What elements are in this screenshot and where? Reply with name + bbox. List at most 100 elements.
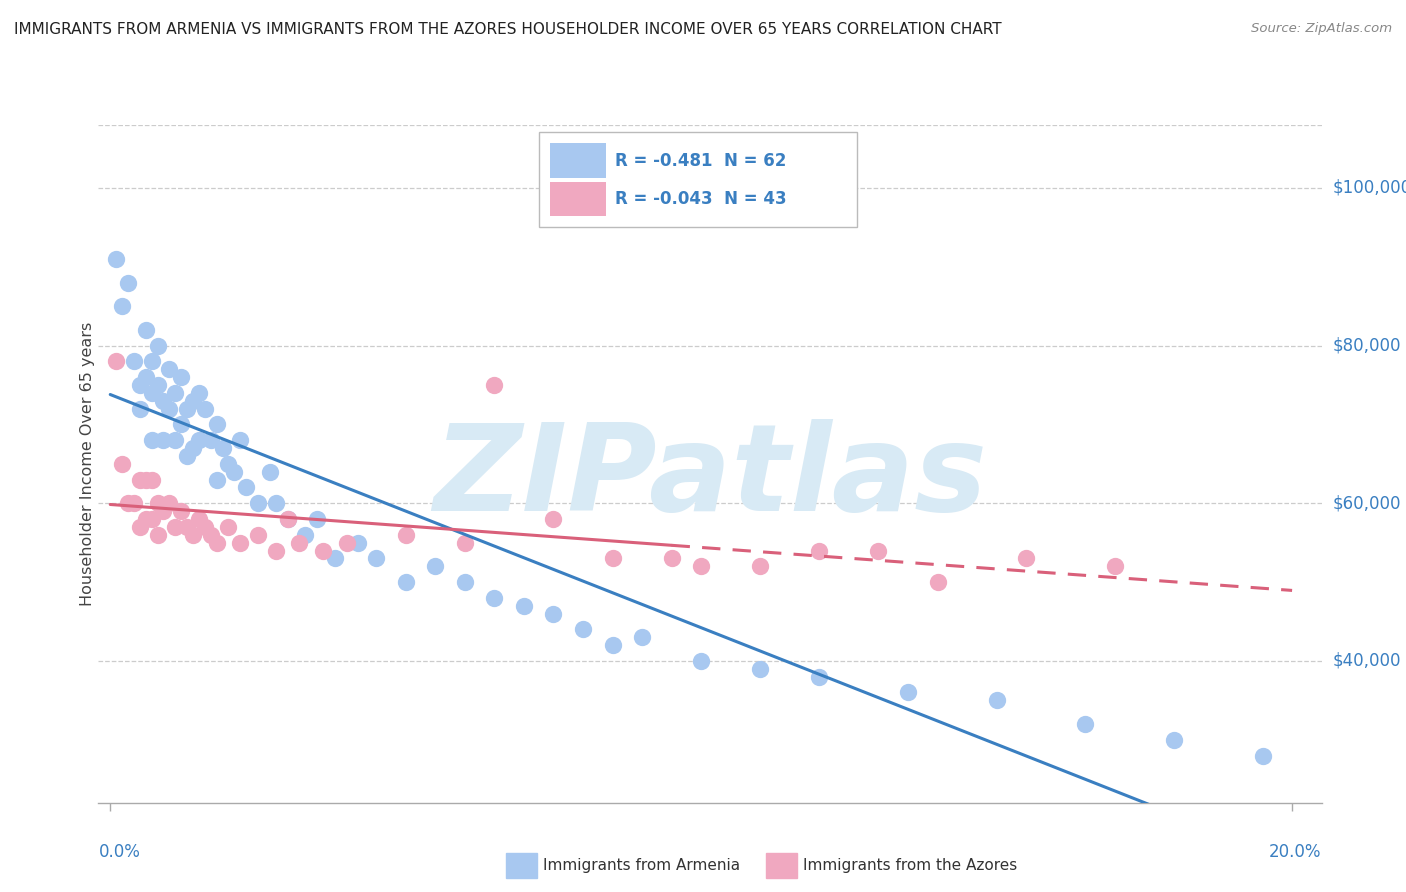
Point bbox=[146, 338, 169, 352]
Point bbox=[170, 417, 193, 432]
Point bbox=[165, 433, 187, 447]
Point bbox=[307, 512, 329, 526]
Point bbox=[264, 543, 287, 558]
Point bbox=[117, 276, 139, 290]
Point bbox=[543, 607, 565, 621]
Point bbox=[105, 252, 128, 266]
Point bbox=[661, 551, 683, 566]
Point bbox=[259, 465, 281, 479]
Point bbox=[1015, 551, 1038, 566]
Point bbox=[111, 299, 134, 313]
Point bbox=[181, 393, 204, 408]
Point bbox=[146, 378, 169, 392]
Point bbox=[631, 630, 654, 644]
Point bbox=[135, 323, 157, 337]
Point bbox=[690, 559, 713, 574]
Point bbox=[425, 559, 447, 574]
Text: 0.0%: 0.0% bbox=[98, 844, 141, 862]
FancyBboxPatch shape bbox=[550, 182, 606, 217]
Point bbox=[135, 473, 157, 487]
Point bbox=[602, 551, 624, 566]
Point bbox=[264, 496, 287, 510]
Point bbox=[187, 433, 209, 447]
Point bbox=[229, 433, 252, 447]
Point bbox=[157, 496, 180, 510]
Point bbox=[165, 385, 187, 400]
Point bbox=[194, 401, 217, 416]
Point bbox=[157, 362, 180, 376]
Text: $40,000: $40,000 bbox=[1333, 652, 1402, 670]
Text: Immigrants from the Azores: Immigrants from the Azores bbox=[803, 858, 1017, 872]
Point bbox=[294, 528, 316, 542]
Point bbox=[897, 685, 920, 699]
Point bbox=[205, 473, 228, 487]
Point bbox=[395, 575, 418, 590]
Text: $60,000: $60,000 bbox=[1333, 494, 1402, 512]
Point bbox=[152, 393, 174, 408]
FancyBboxPatch shape bbox=[550, 144, 606, 178]
Point bbox=[749, 559, 772, 574]
Point bbox=[176, 449, 198, 463]
Point bbox=[1104, 559, 1126, 574]
Point bbox=[808, 543, 831, 558]
Point bbox=[200, 433, 222, 447]
Point bbox=[513, 599, 536, 613]
Point bbox=[141, 354, 163, 368]
Point bbox=[1163, 732, 1185, 747]
Point bbox=[217, 457, 239, 471]
Point bbox=[211, 441, 233, 455]
Point bbox=[336, 535, 359, 549]
Point bbox=[543, 512, 565, 526]
Point bbox=[602, 638, 624, 652]
Point bbox=[235, 481, 257, 495]
Text: 20.0%: 20.0% bbox=[1270, 844, 1322, 862]
Point bbox=[128, 401, 150, 416]
Point bbox=[749, 662, 772, 676]
Point bbox=[176, 520, 198, 534]
Point bbox=[187, 385, 209, 400]
Point bbox=[170, 504, 193, 518]
Point bbox=[181, 528, 204, 542]
Point bbox=[141, 473, 163, 487]
Point bbox=[157, 401, 180, 416]
Point bbox=[205, 417, 228, 432]
Point bbox=[200, 528, 222, 542]
Point bbox=[152, 504, 174, 518]
Point bbox=[176, 401, 198, 416]
Point bbox=[187, 512, 209, 526]
Point bbox=[217, 520, 239, 534]
Text: Immigrants from Armenia: Immigrants from Armenia bbox=[543, 858, 740, 872]
Point bbox=[690, 654, 713, 668]
Text: $100,000: $100,000 bbox=[1333, 179, 1406, 197]
Point bbox=[181, 441, 204, 455]
Text: IMMIGRANTS FROM ARMENIA VS IMMIGRANTS FROM THE AZORES HOUSEHOLDER INCOME OVER 65: IMMIGRANTS FROM ARMENIA VS IMMIGRANTS FR… bbox=[14, 22, 1001, 37]
Point bbox=[128, 378, 150, 392]
Point bbox=[122, 496, 145, 510]
Point bbox=[170, 370, 193, 384]
Point bbox=[572, 623, 595, 637]
Point bbox=[276, 512, 298, 526]
Point bbox=[323, 551, 346, 566]
Point bbox=[135, 512, 157, 526]
Point bbox=[927, 575, 949, 590]
Point bbox=[141, 512, 163, 526]
Point bbox=[312, 543, 335, 558]
Point bbox=[229, 535, 252, 549]
Point bbox=[288, 535, 311, 549]
Point bbox=[141, 385, 163, 400]
Point bbox=[105, 354, 128, 368]
Point bbox=[194, 520, 217, 534]
Point bbox=[111, 457, 134, 471]
Point bbox=[366, 551, 388, 566]
Text: R = -0.043  N = 43: R = -0.043 N = 43 bbox=[614, 191, 786, 209]
Text: Source: ZipAtlas.com: Source: ZipAtlas.com bbox=[1251, 22, 1392, 36]
Point bbox=[246, 496, 269, 510]
Point bbox=[454, 575, 477, 590]
Point bbox=[868, 543, 890, 558]
Point bbox=[1251, 748, 1274, 763]
Point bbox=[128, 473, 150, 487]
Point bbox=[152, 433, 174, 447]
Point bbox=[484, 378, 506, 392]
Point bbox=[205, 535, 228, 549]
Point bbox=[146, 528, 169, 542]
